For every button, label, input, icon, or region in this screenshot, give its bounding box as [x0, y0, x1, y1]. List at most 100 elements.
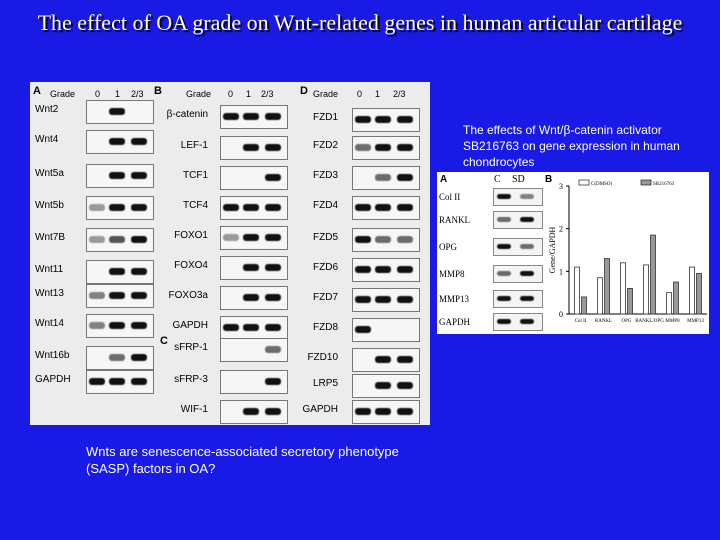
gel-band	[265, 346, 281, 353]
gene-label: FZD10	[307, 352, 338, 363]
panel-a-grade-23: 2/3	[131, 89, 144, 99]
gel-lane-foxo1	[220, 226, 288, 250]
y-tick-label: 1	[559, 267, 563, 276]
gel-figure-grade: A Grade 0 1 2/3 B Grade 0 1 2/3 D Grade …	[30, 82, 430, 425]
gel-lane-gapdh-b	[220, 316, 288, 340]
gene-label: Wnt2	[35, 104, 59, 115]
gene-label: FZD6	[313, 262, 338, 273]
gel-band	[497, 319, 511, 324]
fig2-gene-label: GAPDH	[439, 317, 471, 327]
gel-band	[89, 322, 105, 329]
gel-band	[265, 408, 281, 415]
fig2-gene-label: Col II	[439, 192, 461, 202]
gel-band	[131, 172, 147, 179]
gel-band	[109, 322, 125, 329]
gel-band	[375, 382, 391, 389]
x-tick-label: Col II	[575, 319, 587, 324]
gene-label: FOXO4	[174, 260, 208, 271]
gene-label: Wnt11	[35, 264, 64, 275]
bar	[574, 266, 580, 315]
fig2-gel-opg	[493, 238, 543, 256]
fig2-col-c: C	[494, 174, 501, 185]
fig2-gel-rankl	[493, 211, 543, 229]
gel-band	[243, 324, 259, 331]
gel-lane-fzd5	[352, 228, 420, 252]
gene-label: TCF4	[183, 200, 208, 211]
gel-band	[109, 172, 125, 179]
gel-band	[243, 204, 259, 211]
gene-label: β-catenin	[166, 109, 208, 120]
gel-lane-fzd8	[352, 318, 420, 342]
y-axis-label: Gene/GAPDH	[548, 226, 557, 273]
gel-band	[131, 236, 147, 243]
gel-band	[131, 292, 147, 299]
panel-d-grade-23: 2/3	[393, 89, 406, 99]
gel-band	[497, 271, 511, 276]
gel-band	[397, 296, 413, 303]
gel-band	[243, 113, 259, 120]
gene-label: LEF-1	[180, 140, 208, 151]
gel-band	[243, 234, 259, 241]
gel-band	[109, 292, 125, 299]
gel-lane-fzd4	[352, 196, 420, 220]
x-tick-label: MMP13	[687, 319, 704, 324]
gel-band	[89, 204, 105, 211]
bar	[597, 277, 603, 315]
gel-lane-wnt14	[86, 314, 154, 338]
gel-band	[131, 354, 147, 361]
x-tick-label: RANKL/OPG	[635, 319, 664, 324]
gel-band	[397, 144, 413, 151]
gel-band	[397, 408, 413, 415]
panel-d-grade-1: 1	[375, 89, 381, 99]
sb216763-caption: The effects of Wnt/β-catenin activator S…	[463, 123, 680, 169]
gel-lane-fzd2	[352, 136, 420, 160]
gene-label: GAPDH	[172, 320, 208, 331]
sb216763-figure: A C SD B Col II RANKL OPG MMP8 MMP13 GAP…	[437, 172, 709, 334]
fig2-gene-label: MMP8	[439, 269, 465, 279]
gel-band	[375, 408, 391, 415]
fig2-gel-colii	[493, 188, 543, 206]
x-tick-label: MMP8	[665, 319, 680, 324]
fig2-gene-label: OPG	[439, 242, 458, 252]
gel-band	[265, 234, 281, 241]
gel-band	[89, 292, 105, 299]
gel-band	[397, 356, 413, 363]
y-tick-label: 3	[559, 182, 563, 191]
gel-lane-wnt16b	[86, 346, 154, 370]
gel-band	[520, 217, 534, 222]
gel-band	[131, 378, 147, 385]
fig2-col-sd: SD	[512, 174, 525, 185]
gel-lane-fzd3	[352, 166, 420, 190]
gel-lane-gapdh-d	[352, 400, 420, 424]
panel-b-grade-header: Grade	[186, 89, 212, 99]
fig2-gel-mmp8	[493, 265, 543, 283]
bar	[666, 292, 672, 315]
gene-label: Wnt14	[35, 318, 64, 329]
gel-band	[355, 236, 371, 243]
gene-label: LRP5	[312, 378, 338, 389]
gel-lane-tcf1	[220, 166, 288, 190]
panel-c-letter: C	[160, 335, 168, 347]
gel-lane-foxo3a	[220, 286, 288, 310]
gel-band	[355, 408, 371, 415]
bar	[604, 258, 610, 315]
gel-lane-wnt11	[86, 260, 154, 284]
gel-band	[355, 204, 371, 211]
legend-swatch	[640, 179, 652, 186]
gene-expression-bar-chart: 0 1 2 3 Gene/GAPDH C(DMSO) SB216763 Col II RANKL…	[548, 179, 707, 324]
gene-label: TCF1	[183, 170, 208, 181]
gel-band	[243, 408, 259, 415]
panel-d-letter: D	[300, 85, 308, 97]
gel-band	[223, 234, 239, 241]
gel-band	[497, 194, 511, 199]
gel-lane-fzd10	[352, 348, 420, 372]
gel-band	[397, 174, 413, 181]
gel-band	[355, 144, 371, 151]
gel-band	[397, 236, 413, 243]
bar	[620, 262, 626, 315]
gel-band	[397, 382, 413, 389]
gel-band	[520, 271, 534, 276]
fig2-panel-b-letter: B	[545, 174, 553, 185]
panel-b-grade-23: 2/3	[261, 89, 274, 99]
gel-band	[375, 204, 391, 211]
